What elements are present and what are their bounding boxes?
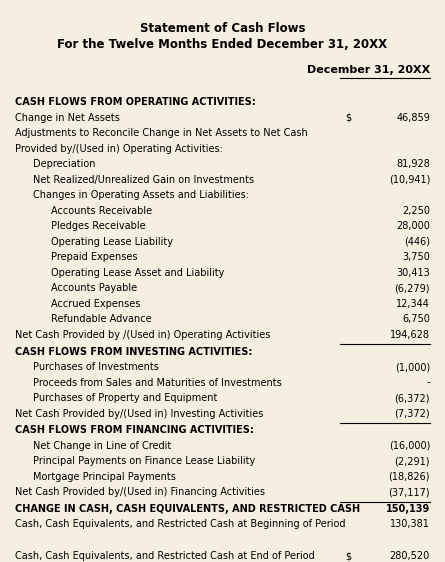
Text: Accrued Expenses: Accrued Expenses: [51, 299, 140, 309]
Text: $: $: [345, 551, 351, 561]
Text: (18,826): (18,826): [388, 472, 430, 482]
Text: (37,117): (37,117): [388, 487, 430, 497]
Text: (7,372): (7,372): [394, 409, 430, 419]
Text: Statement of Cash Flows: Statement of Cash Flows: [140, 22, 305, 35]
Text: -: -: [426, 378, 430, 388]
Text: Net Realized/Unrealized Gain on Investments: Net Realized/Unrealized Gain on Investme…: [33, 175, 254, 185]
Text: (446): (446): [404, 237, 430, 247]
Text: 81,928: 81,928: [396, 160, 430, 169]
Text: 12,344: 12,344: [396, 299, 430, 309]
Text: Change in Net Assets: Change in Net Assets: [15, 113, 120, 123]
Text: CHANGE IN CASH, CASH EQUIVALENTS, AND RESTRICTED CASH: CHANGE IN CASH, CASH EQUIVALENTS, AND RE…: [15, 504, 360, 514]
Text: (2,291): (2,291): [395, 456, 430, 466]
Text: December 31, 20XX: December 31, 20XX: [307, 65, 430, 75]
Text: Net Cash Provided by /(Used in) Operating Activities: Net Cash Provided by /(Used in) Operatin…: [15, 330, 271, 340]
Text: 3,750: 3,750: [402, 252, 430, 262]
Text: $: $: [345, 113, 351, 123]
Text: 150,139: 150,139: [386, 504, 430, 514]
Text: Accounts Receivable: Accounts Receivable: [51, 206, 152, 216]
Text: 6,750: 6,750: [402, 314, 430, 324]
Text: (16,000): (16,000): [388, 441, 430, 451]
Text: (10,941): (10,941): [388, 175, 430, 185]
Text: Provided by/(Used in) Operating Activities:: Provided by/(Used in) Operating Activiti…: [15, 144, 223, 154]
Text: 46,859: 46,859: [396, 113, 430, 123]
Text: CASH FLOWS FROM OPERATING ACTIVITIES:: CASH FLOWS FROM OPERATING ACTIVITIES:: [15, 97, 256, 107]
Text: CASH FLOWS FROM INVESTING ACTIVITIES:: CASH FLOWS FROM INVESTING ACTIVITIES:: [15, 347, 252, 356]
Text: 130,381: 130,381: [390, 519, 430, 529]
Text: Proceeds from Sales and Maturities of Investments: Proceeds from Sales and Maturities of In…: [33, 378, 282, 388]
Text: Pledges Receivable: Pledges Receivable: [51, 221, 146, 232]
Text: Changes in Operating Assets and Liabilities:: Changes in Operating Assets and Liabilit…: [33, 191, 249, 201]
Text: 30,413: 30,413: [396, 268, 430, 278]
Text: Net Change in Line of Credit: Net Change in Line of Credit: [33, 441, 171, 451]
Text: (6,372): (6,372): [395, 393, 430, 403]
Text: 2,250: 2,250: [402, 206, 430, 216]
Text: (6,279): (6,279): [395, 283, 430, 293]
Text: 280,520: 280,520: [390, 551, 430, 561]
Text: Net Cash Provided by/(Used in) Investing Activities: Net Cash Provided by/(Used in) Investing…: [15, 409, 263, 419]
Text: Net Cash Provided by/(Used in) Financing Activities: Net Cash Provided by/(Used in) Financing…: [15, 487, 265, 497]
Text: Cash, Cash Equivalents, and Restricted Cash at End of Period: Cash, Cash Equivalents, and Restricted C…: [15, 551, 315, 561]
Text: Prepaid Expenses: Prepaid Expenses: [51, 252, 138, 262]
Text: Operating Lease Liability: Operating Lease Liability: [51, 237, 173, 247]
Text: Operating Lease Asset and Liability: Operating Lease Asset and Liability: [51, 268, 224, 278]
Text: CASH FLOWS FROM FINANCING ACTIVITIES:: CASH FLOWS FROM FINANCING ACTIVITIES:: [15, 425, 254, 436]
Text: 28,000: 28,000: [396, 221, 430, 232]
Text: For the Twelve Months Ended December 31, 20XX: For the Twelve Months Ended December 31,…: [57, 38, 388, 51]
Text: (1,000): (1,000): [395, 362, 430, 372]
Text: Mortgage Principal Payments: Mortgage Principal Payments: [33, 472, 176, 482]
Text: Adjustments to Reconcile Change in Net Assets to Net Cash: Adjustments to Reconcile Change in Net A…: [15, 128, 308, 138]
Text: Depreciation: Depreciation: [33, 160, 96, 169]
Text: Accounts Payable: Accounts Payable: [51, 283, 137, 293]
Text: Refundable Advance: Refundable Advance: [51, 314, 152, 324]
Text: Purchases of Property and Equipment: Purchases of Property and Equipment: [33, 393, 217, 403]
Text: Cash, Cash Equivalents, and Restricted Cash at Beginning of Period: Cash, Cash Equivalents, and Restricted C…: [15, 519, 345, 529]
Text: Principal Payments on Finance Lease Liability: Principal Payments on Finance Lease Liab…: [33, 456, 255, 466]
Text: Purchases of Investments: Purchases of Investments: [33, 362, 159, 372]
Text: 194,628: 194,628: [390, 330, 430, 340]
